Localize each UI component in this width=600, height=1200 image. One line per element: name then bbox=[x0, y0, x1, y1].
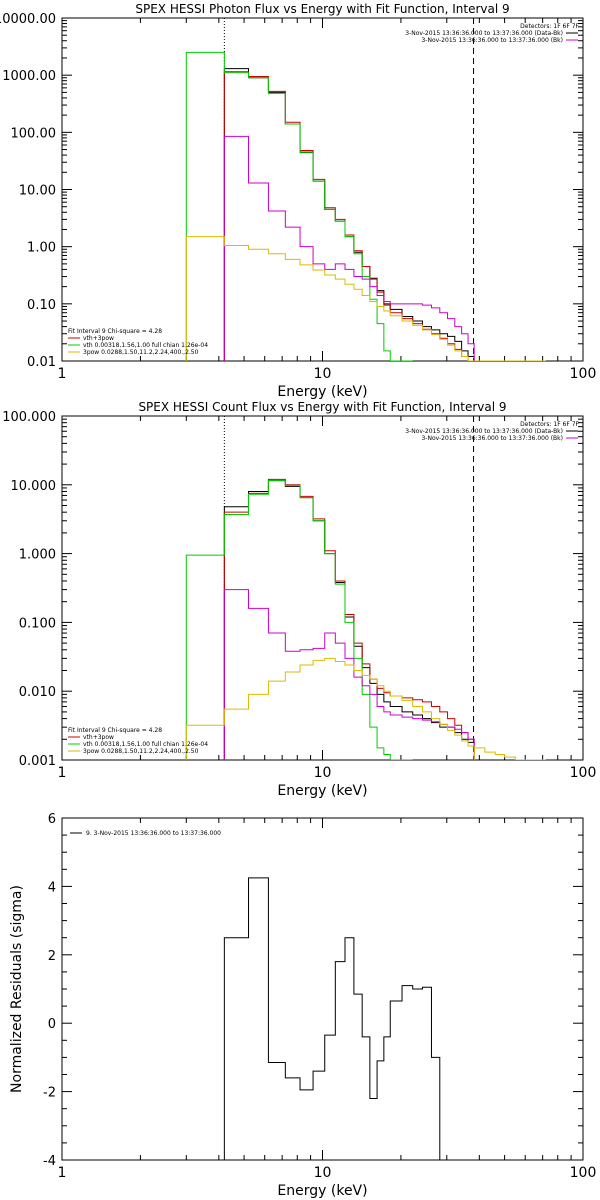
x-axis-label: Energy (keV) bbox=[277, 1183, 367, 1199]
series-2-line bbox=[223, 71, 475, 361]
y-tick-label: 100.000 bbox=[2, 410, 56, 425]
series-2-line bbox=[223, 478, 475, 760]
fit-legend-title: Fit Interval 9 Chi-square = 4.28 bbox=[68, 328, 162, 335]
y-tick-label: -4 bbox=[43, 1154, 56, 1169]
series-1-line bbox=[223, 68, 475, 361]
y-tick-label: 0.100 bbox=[19, 616, 56, 631]
x-tick-label: 100 bbox=[570, 765, 597, 781]
detectors-label: Detectors: 1F 6F 7F bbox=[520, 23, 579, 30]
chart-panel-1: SPEX HESSI Photon Flux vs Energy with Fi… bbox=[0, 2, 596, 400]
x-axis-label: Energy (keV) bbox=[277, 384, 367, 400]
plot-frame bbox=[61, 415, 584, 761]
y-tick-label: 1.000 bbox=[19, 548, 56, 563]
series-3-line bbox=[185, 480, 413, 760]
residual-legend-label: 9. 3-Nov-2015 13:36:36.000 to 13:37:36.0… bbox=[86, 830, 221, 837]
x-axis-label: Energy (keV) bbox=[277, 783, 367, 799]
y-tick-label: 4 bbox=[48, 880, 56, 895]
series-1-line bbox=[223, 877, 475, 1160]
y-tick-label: 2 bbox=[48, 949, 56, 964]
fit-legend-title: Fit Interval 9 Chi-square = 4.28 bbox=[68, 727, 162, 734]
y-tick-label: 0 bbox=[48, 1017, 56, 1032]
data-area bbox=[185, 51, 546, 361]
y-tick-label: 10.00 bbox=[19, 184, 56, 199]
series-5-line bbox=[185, 236, 475, 361]
fit-legend-label: vth 0.00318,1.56,1.00 full chian 1.26e-0… bbox=[83, 741, 208, 748]
y-tick-label: -2 bbox=[43, 1086, 56, 1101]
time-legend-label: 3-Nov-2015 13:36:36.000 to 13:37:36.000 … bbox=[405, 428, 563, 435]
series-3-line bbox=[185, 51, 413, 361]
fit-legend-label: vth 0.00318,1.56,1.00 full chian 1.26e-0… bbox=[83, 342, 208, 349]
x-tick-label: 10 bbox=[314, 765, 332, 781]
plot-frame bbox=[61, 817, 584, 1161]
plot-frame bbox=[61, 17, 584, 362]
data-area bbox=[223, 877, 475, 1160]
time-legend-label: 3-Nov-2015 13:36:36.000 to 13:37:36.000 … bbox=[421, 435, 563, 442]
x-tick-label: 1 bbox=[58, 366, 67, 382]
series-4-line bbox=[223, 589, 475, 760]
y-tick-label: 100.00 bbox=[11, 126, 57, 141]
x-tick-label: 1 bbox=[58, 1165, 67, 1181]
x-tick-label: 1 bbox=[58, 765, 67, 781]
y-axis-label: Normalized Residuals (sigma) bbox=[9, 885, 25, 1093]
series-tail-line bbox=[473, 747, 546, 760]
series-4-line bbox=[223, 135, 475, 361]
series-5-line bbox=[185, 657, 475, 760]
fit-legend-label: 3pow 0.0288,1.50,11.2,2.24,400.,2.50 bbox=[83, 748, 199, 755]
y-tick-label: 10.000 bbox=[11, 479, 57, 494]
x-tick-label: 100 bbox=[570, 1165, 597, 1181]
y-tick-label: 0.10 bbox=[27, 298, 56, 313]
chart-panel-3: 1 10 100 -4 -2 0 2 4 6 Energy (keV) Normalized Res… bbox=[9, 812, 596, 1199]
x-tick-label: 10 bbox=[314, 1165, 332, 1181]
y-tick-label: 1.00 bbox=[27, 241, 56, 256]
y-tick-label: 1000.00 bbox=[2, 69, 56, 84]
chart-title: SPEX HESSI Count Flux vs Energy with Fit… bbox=[138, 400, 506, 414]
fit-legend-label: 3pow 0.0288,1.50,11.2,2.24,400.,2.50 bbox=[83, 349, 199, 356]
chart-panel-2: SPEX HESSI Count Flux vs Energy with Fit… bbox=[2, 400, 596, 799]
y-tick-label: 0.001 bbox=[19, 754, 56, 769]
detectors-label: Detectors: 1F 6F 7F bbox=[520, 421, 579, 428]
x-tick-label: 100 bbox=[570, 366, 597, 382]
y-tick-label: 6 bbox=[48, 812, 56, 827]
fit-legend-label: vth+3pow bbox=[83, 734, 114, 741]
y-tick-label: 0.01 bbox=[27, 355, 56, 370]
fit-legend-label: vth+3pow bbox=[83, 335, 114, 342]
data-area bbox=[185, 478, 546, 760]
time-legend-label: 3-Nov-2015 13:36:36.000 to 13:37:36.000 … bbox=[405, 30, 563, 37]
y-tick-label: 10000.00 bbox=[0, 12, 56, 27]
x-tick-label: 10 bbox=[314, 366, 332, 382]
chart-title: SPEX HESSI Photon Flux vs Energy with Fi… bbox=[135, 2, 509, 16]
y-tick-label: 0.010 bbox=[19, 685, 56, 700]
time-legend-label: 3-Nov-2015 13:36:36.000 to 13:37:36.000 … bbox=[421, 37, 563, 44]
